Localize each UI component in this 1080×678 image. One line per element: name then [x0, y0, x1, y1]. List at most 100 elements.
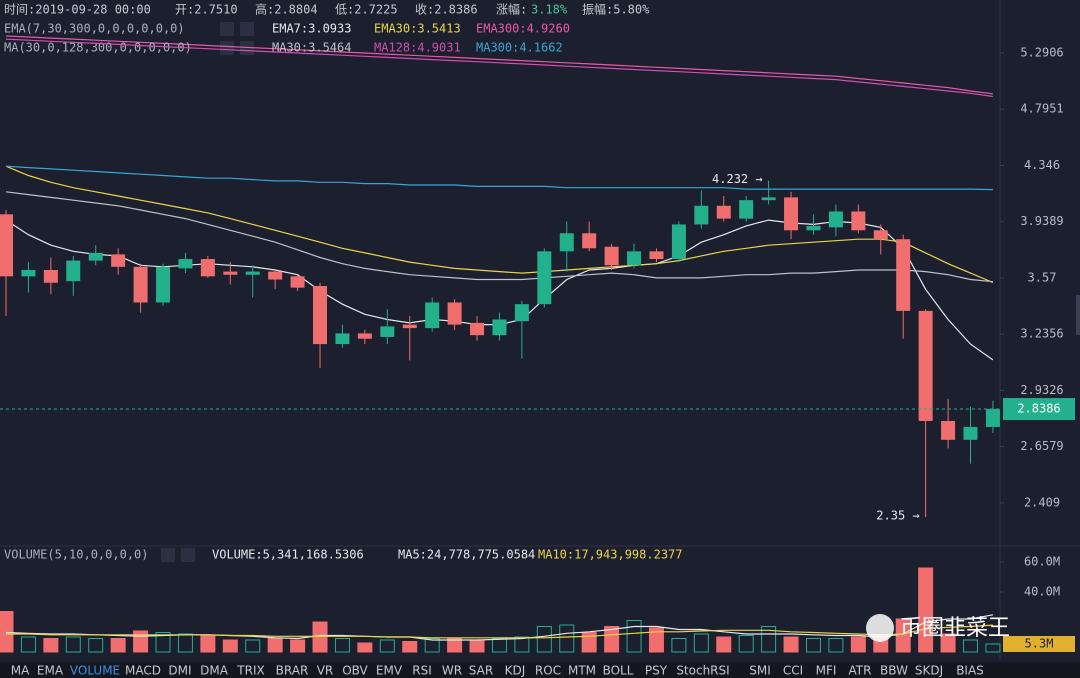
indicator-tab[interactable]: BRAR [276, 664, 309, 678]
y-tick-label: 4.346 [1024, 158, 1060, 172]
indicator-tab[interactable]: VOLUME [70, 664, 120, 678]
indicator-tab[interactable]: KDJ [505, 664, 526, 678]
volume-bar [828, 638, 844, 653]
y-tick-label: 3.9389 [1020, 214, 1063, 228]
candle-body [313, 285, 328, 345]
volume-bar [514, 636, 530, 653]
indicator-tab[interactable]: OBV [342, 664, 368, 678]
volume-bar [110, 638, 126, 653]
volume-bar [200, 635, 216, 653]
close-icon[interactable] [240, 22, 254, 36]
candle-body [873, 230, 888, 240]
header-change: 3.18% [531, 3, 568, 17]
indicator-tab[interactable]: VR [317, 664, 334, 678]
candle-body [963, 426, 978, 440]
indicator-tab[interactable]: ROC [535, 664, 561, 678]
indicator-line [5, 165, 994, 284]
volume-bar [962, 639, 978, 653]
indicator-tab[interactable]: CCI [783, 664, 803, 678]
candle-body [627, 251, 642, 266]
y-tick-label: 3.2356 [1020, 327, 1063, 341]
indicator-tab[interactable]: SMI [749, 664, 771, 678]
header-time: 时间:2019-09-28 00:00 [4, 3, 151, 17]
tab-bar [0, 662, 1080, 678]
candle-body [290, 276, 305, 288]
indicator-tab[interactable]: SAR [469, 664, 493, 678]
indicator-tab[interactable]: StochRSI [676, 664, 729, 678]
candle-body [896, 239, 911, 311]
indicator-tab[interactable]: ATR [849, 664, 872, 678]
candle-body [828, 211, 843, 228]
y-tick-label: 2.409 [1024, 495, 1060, 509]
candle-body [178, 259, 193, 269]
volume-bar [0, 611, 14, 653]
indicator-line [5, 38, 993, 98]
volume-bar [43, 638, 59, 653]
indicator-value: EMA7:3.0933 [272, 22, 351, 36]
volume-bar [357, 642, 373, 653]
indicator-tab[interactable]: DMI [168, 664, 191, 678]
indicator-tab[interactable]: PSY [645, 664, 668, 678]
candle-body [649, 251, 664, 260]
indicator-line [5, 165, 993, 191]
settings-icons[interactable] [161, 22, 254, 562]
volume-bar [177, 633, 193, 653]
indicator-tab[interactable]: EMV [376, 664, 403, 678]
settings-icon[interactable] [220, 41, 234, 55]
volume-bar [693, 633, 709, 653]
volume-bar [783, 636, 799, 653]
volume-bar [648, 627, 664, 653]
candle-body [918, 310, 933, 421]
indicator-tab[interactable]: RSI [412, 664, 432, 678]
indicator-tab[interactable]: EMA [37, 664, 64, 678]
candle-body [380, 326, 395, 337]
settings-icon[interactable] [161, 548, 175, 562]
volume-bar [604, 626, 620, 653]
indicator-tab[interactable]: MA [11, 664, 30, 678]
indicator-value: MA300:4.1662 [476, 41, 563, 55]
volume-bar [290, 639, 306, 653]
candle-body [402, 324, 417, 329]
header-change-label: 涨幅: [496, 2, 527, 17]
indicator-tab[interactable]: WR [442, 664, 462, 678]
settings-icon[interactable] [220, 22, 234, 36]
indicator-label: EMA(7,30,300,0,0,0,0,0,0) [4, 22, 185, 36]
indicator-tab[interactable]: MFI [816, 664, 837, 678]
volume-bar [985, 643, 1001, 653]
indicator-tab[interactable]: MTM [568, 664, 596, 678]
y-tick-label: 2.9326 [1020, 383, 1063, 397]
volume-bar [940, 633, 956, 653]
candle-body [604, 246, 619, 266]
candle-body [694, 205, 709, 225]
volume-bar [222, 639, 238, 653]
header-low: 低:2.7225 [335, 3, 398, 17]
volume-bar [850, 636, 866, 653]
candle-body [425, 302, 440, 329]
close-icon[interactable] [181, 548, 195, 562]
indicator-tab[interactable]: SKDJ [915, 664, 943, 678]
indicator-tab[interactable]: BIAS [956, 664, 984, 678]
volume-bar [245, 639, 261, 653]
indicator-tab[interactable]: MACD [125, 664, 161, 678]
indicator-tab[interactable]: BOLL [603, 664, 634, 678]
candle-body [0, 214, 13, 277]
y-tick-label: 2.6579 [1020, 439, 1063, 453]
header-open: 开:2.7510 [175, 3, 238, 17]
indicator-value: MA30:3.5464 [272, 41, 351, 55]
volume-bar [267, 638, 283, 653]
candle-body [941, 420, 956, 440]
watermark-icon [866, 614, 894, 642]
y-tick-label: 40.0M [1024, 585, 1060, 599]
watermark-text: 币圈韭菜王 [900, 616, 1010, 641]
last-price-tag-bg [1003, 398, 1075, 421]
volume-current: VOLUME:5,341,168.5306 [212, 548, 364, 562]
indicator-tab[interactable]: DMA [200, 664, 229, 678]
indicator-tab[interactable]: BBW [880, 664, 908, 678]
y-tick-label: 60.0M [1024, 555, 1060, 569]
volume-bar [559, 624, 575, 653]
indicator-tab[interactable]: TRIX [236, 664, 264, 678]
candle-body [671, 224, 686, 260]
candle-body [43, 269, 58, 283]
